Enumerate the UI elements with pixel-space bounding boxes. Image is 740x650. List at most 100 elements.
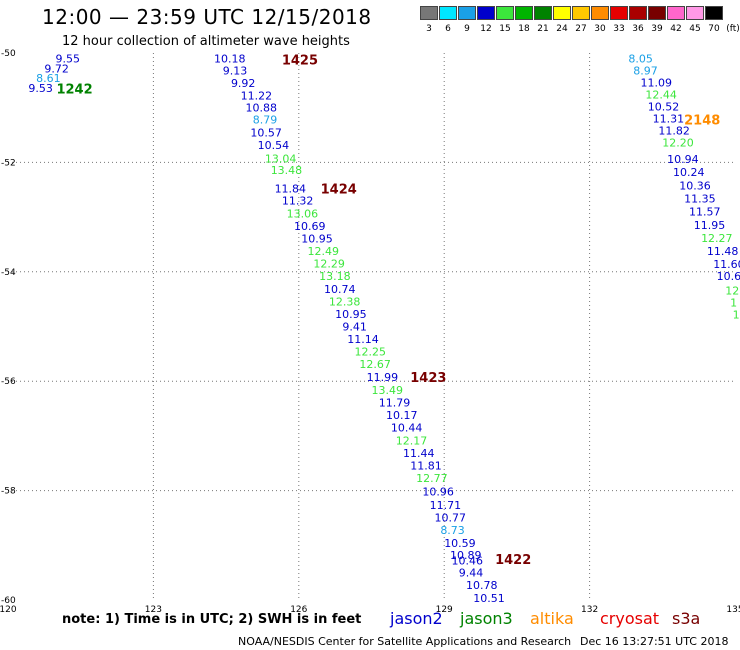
wave-height-label: 12.20 [662, 137, 694, 150]
axis-tick-labels: 120 123 126 129 132 135 -50 -52 -54 -56 -58 -60 [0, 49, 740, 615]
satellite-altika: altika [530, 609, 574, 628]
scale-label: 9 [464, 24, 470, 34]
scale-label: 45 [689, 24, 701, 34]
wave-height-label: 10.51 [473, 592, 505, 605]
wave-height-label: 11.22 [241, 90, 273, 103]
wave-height-label: 12.44 [645, 89, 677, 102]
wave-height-label: 10.69 [294, 220, 326, 233]
scale-label: 15 [499, 24, 511, 34]
wave-height-label: 12.17 [396, 434, 428, 447]
wave-height-label: 12. [725, 284, 740, 297]
wave-height-label: 11.09 [640, 77, 672, 90]
wave-height-label: 9.13 [223, 65, 248, 78]
wave-height-label: 11.95 [694, 219, 726, 232]
wave-height-label: 13.48 [271, 164, 303, 177]
lon-tick-label: 123 [145, 605, 162, 615]
wave-height-label: 10.36 [679, 179, 711, 192]
wave-height-label: 11.79 [379, 397, 411, 410]
scale-swatch [477, 6, 495, 20]
wave-height-label: 10.94 [667, 153, 699, 166]
generation-timestamp: Dec 16 13:27:51 UTC 2018 [580, 635, 729, 648]
scale-swatch [572, 6, 590, 20]
wave-height-label: 10.24 [673, 166, 705, 179]
wave-height-label: 11.81 [410, 459, 442, 472]
wave-height-label: 11.44 [403, 447, 435, 460]
wave-height-label: 10.6 [717, 270, 740, 283]
scale-label: 12 [480, 24, 492, 34]
wave-height-label: 10.17 [386, 409, 418, 422]
wave-height-label: 11.32 [282, 195, 314, 208]
wave-height-label: 10.95 [335, 308, 367, 321]
wave-height-label: 8.61 [36, 72, 61, 85]
wave-height-label: 1 [733, 308, 740, 321]
scale-label: 42 [670, 24, 682, 34]
wave-height-label: 9.55 [55, 52, 79, 65]
lon-tick-label: 120 [0, 605, 17, 615]
satellite-jason2: jason2 [390, 609, 443, 628]
scale-swatch [458, 6, 476, 20]
wave-height-label: 11.48 [707, 245, 739, 258]
chart-title: 12:00 — 23:59 UTC 12/15/2018 [42, 5, 372, 29]
wave-height-label: 11.35 [684, 193, 716, 206]
wave-height-label: 8.97 [633, 65, 658, 78]
lat-tick-label: -52 [1, 158, 16, 168]
wave-height-label: 13.06 [287, 207, 319, 220]
wave-height-label: 12.29 [313, 258, 345, 271]
track-marker-label: 1425 [282, 54, 318, 69]
scale-swatch [496, 6, 514, 20]
wave-height-label: 13.49 [372, 384, 404, 397]
scale-label: 70 [708, 24, 720, 34]
wave-height-label: 9.53 [28, 82, 53, 95]
scale-label: 6 [445, 24, 451, 34]
scale-label: 3 [426, 24, 432, 34]
wave-height-label: 8.73 [440, 524, 465, 537]
scale-swatch [610, 6, 628, 20]
lon-tick-label: 126 [290, 605, 307, 615]
wave-height-label: 10.54 [258, 139, 290, 152]
wave-height-label: 13.18 [319, 270, 351, 283]
track-marker-label: 1424 [321, 183, 357, 198]
satellite-cryosat: cryosat [600, 609, 660, 628]
wave-height-label: 10.89 [450, 549, 482, 562]
wave-height-label: 10.77 [435, 511, 467, 524]
wave-height-label: 11.82 [658, 125, 690, 138]
scale-label: 33 [613, 24, 625, 34]
wave-height-label: 12.77 [416, 472, 448, 485]
lat-tick-label: -50 [1, 49, 16, 59]
scale-swatch [648, 6, 666, 20]
lon-tick-label: 132 [581, 605, 598, 615]
wave-height-label: 11.84 [275, 183, 307, 196]
lon-tick-label: 129 [436, 605, 453, 615]
wave-height-label: 11.31 [653, 113, 685, 126]
wave-height-label: 10.96 [422, 486, 454, 499]
scale-label: 39 [651, 24, 663, 34]
wave-height-label: 13.04 [265, 153, 297, 166]
wave-height-label: 12.38 [329, 295, 361, 308]
wave-height-label: 9.41 [342, 321, 367, 334]
scale-swatch [439, 6, 457, 20]
lat-tick-label: -54 [1, 268, 16, 278]
scale-swatch [591, 6, 609, 20]
wave-height-label: 9.44 [459, 567, 484, 580]
wave-height-label: 8.79 [253, 114, 277, 127]
wave-height-label: 9.92 [231, 77, 256, 90]
wave-height-label: 12.27 [701, 232, 733, 245]
track-marker-label: 1423 [410, 371, 446, 386]
wave-height-label: 10.52 [648, 101, 680, 114]
lat-tick-label: -56 [1, 377, 16, 387]
wave-height-label: 12.67 [359, 358, 391, 371]
track-markers: 1242 1425 1424 2148 1423 1422 [56, 54, 720, 568]
scale-unit: (ft) [726, 24, 740, 34]
scale-swatch [420, 6, 438, 20]
scale-swatch [667, 6, 685, 20]
scale-swatch [705, 6, 723, 20]
satellite-s3a: s3a [672, 609, 701, 628]
footer-note: note: 1) Time is in UTC; 2) SWH is in fe… [62, 612, 362, 627]
scale-swatch [686, 6, 704, 20]
scale-label: 27 [575, 24, 587, 34]
wave-height-label: 11.57 [689, 206, 721, 219]
wave-height-label: 11.99 [367, 371, 399, 384]
wave-height-label: 12.49 [308, 245, 340, 258]
satellite-jason3: jason3 [460, 609, 513, 628]
